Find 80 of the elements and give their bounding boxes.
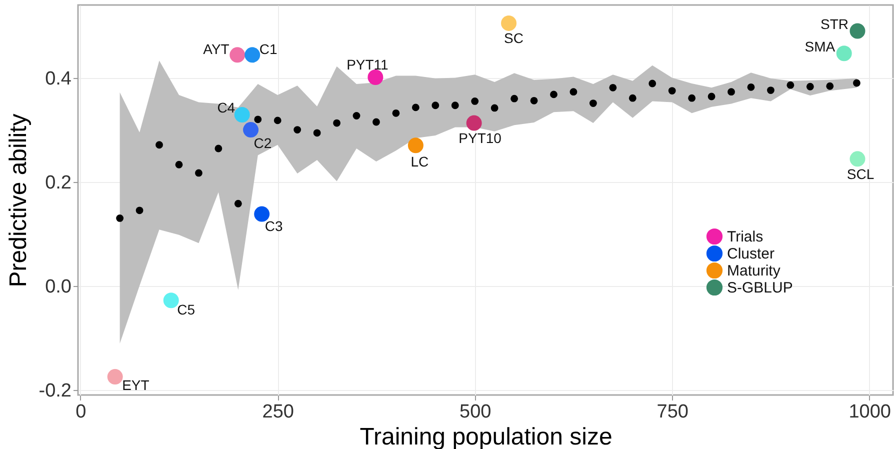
point xyxy=(333,119,340,127)
point xyxy=(471,98,479,105)
point xyxy=(767,86,774,94)
annotation: C3 xyxy=(264,218,283,234)
point xyxy=(466,115,482,131)
y-tick-label: -0.2 xyxy=(38,380,72,402)
point xyxy=(175,160,183,168)
point xyxy=(136,206,144,214)
point xyxy=(570,88,578,96)
point xyxy=(609,84,617,92)
point xyxy=(372,118,380,126)
x-tick-label: 500 xyxy=(459,402,492,422)
annotation: C1 xyxy=(259,40,278,57)
point xyxy=(368,70,384,86)
annotation: SMA xyxy=(804,38,836,54)
point xyxy=(156,141,163,149)
point xyxy=(708,92,716,100)
x-tick-label: 750 xyxy=(656,402,688,422)
point xyxy=(806,82,814,90)
point xyxy=(254,206,270,222)
legend-label: Trials xyxy=(727,228,764,246)
x-tick-label: 0 xyxy=(76,402,86,422)
point xyxy=(392,109,400,117)
point xyxy=(648,80,656,88)
point xyxy=(853,79,860,87)
legend-label: S-GBLUP xyxy=(727,280,793,296)
point xyxy=(688,94,696,102)
point xyxy=(728,88,735,96)
point xyxy=(230,47,246,63)
point xyxy=(826,82,834,90)
point xyxy=(747,83,755,91)
point xyxy=(274,116,282,124)
annotation: SCL xyxy=(846,166,874,182)
point xyxy=(352,112,360,120)
point xyxy=(294,126,302,134)
legend-label: Cluster xyxy=(727,246,775,262)
point xyxy=(589,100,597,107)
point xyxy=(243,122,259,138)
point xyxy=(550,90,558,98)
point xyxy=(836,46,852,62)
y-tick-label: 0.2 xyxy=(45,172,72,194)
annotation: PYT11 xyxy=(346,56,389,72)
point xyxy=(510,94,518,102)
point xyxy=(490,104,498,112)
point xyxy=(408,138,424,154)
point xyxy=(501,15,517,31)
point xyxy=(850,23,866,39)
annotation: C5 xyxy=(177,301,196,318)
legend-label: Maturity xyxy=(727,262,781,280)
point xyxy=(116,214,124,222)
point xyxy=(412,104,420,112)
point xyxy=(234,200,242,208)
annotation: PYT10 xyxy=(458,130,502,146)
point xyxy=(850,151,866,167)
annotation: AYT xyxy=(203,40,230,57)
annotation: SC xyxy=(504,30,524,46)
point xyxy=(163,292,179,308)
x-tick-label: 1000 xyxy=(848,402,891,422)
point xyxy=(234,106,250,122)
y-tick-label: 0.0 xyxy=(45,276,72,298)
annotation: STR xyxy=(820,16,848,32)
point xyxy=(628,94,636,102)
point xyxy=(451,102,459,110)
point xyxy=(786,81,794,89)
point xyxy=(313,129,321,137)
point xyxy=(244,47,260,63)
y-axis-title: Predictive ability xyxy=(4,114,32,288)
point xyxy=(214,144,222,152)
point xyxy=(530,96,538,104)
point xyxy=(107,369,123,385)
annotation: LC xyxy=(410,153,429,170)
x-tick-label: 250 xyxy=(262,402,294,422)
point xyxy=(254,116,262,124)
point xyxy=(668,87,676,94)
y-tick-label: 0.4 xyxy=(45,68,72,90)
annotation: C4 xyxy=(217,100,236,116)
point xyxy=(432,102,440,110)
point xyxy=(195,169,202,177)
annotation: EYT xyxy=(122,376,150,393)
annotation: C2 xyxy=(254,134,272,151)
